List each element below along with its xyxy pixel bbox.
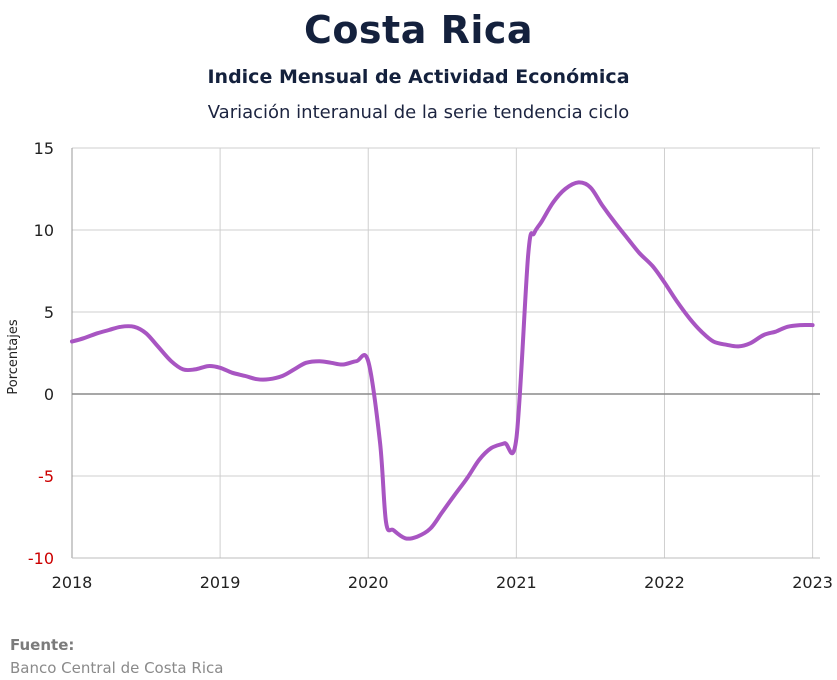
- y-tick-label: 5: [44, 303, 54, 322]
- y-axis-label: Porcentajes: [6, 319, 21, 394]
- line-chart: 15 10 5 0 -5 -10 2018 2019 2020 2021 2022 2023 Porce…: [6, 139, 833, 592]
- y-tick-label: 10: [34, 221, 54, 240]
- x-tick-label: 2022: [644, 573, 685, 592]
- source-text: Banco Central de Costa Rica: [10, 659, 224, 677]
- y-tick-label: -10: [28, 549, 54, 568]
- series-line: [70, 180, 815, 541]
- y-tick-label: 0: [44, 385, 54, 404]
- y-tick-label: 15: [34, 139, 54, 158]
- x-tick-label: 2023: [792, 573, 833, 592]
- x-tick-label: 2020: [348, 573, 389, 592]
- x-tick-label: 2018: [52, 573, 93, 592]
- x-tick-label: 2021: [496, 573, 537, 592]
- source-label: Fuente:: [10, 636, 75, 654]
- chart-title: Costa Rica: [303, 8, 534, 52]
- y-tick-label: -5: [38, 467, 54, 486]
- chart-subtitle: Indice Mensual de Actividad Económica: [207, 66, 630, 88]
- x-tick-label: 2019: [200, 573, 241, 592]
- chart-subtitle-secondary: Variación interanual de la serie tendenc…: [207, 102, 630, 123]
